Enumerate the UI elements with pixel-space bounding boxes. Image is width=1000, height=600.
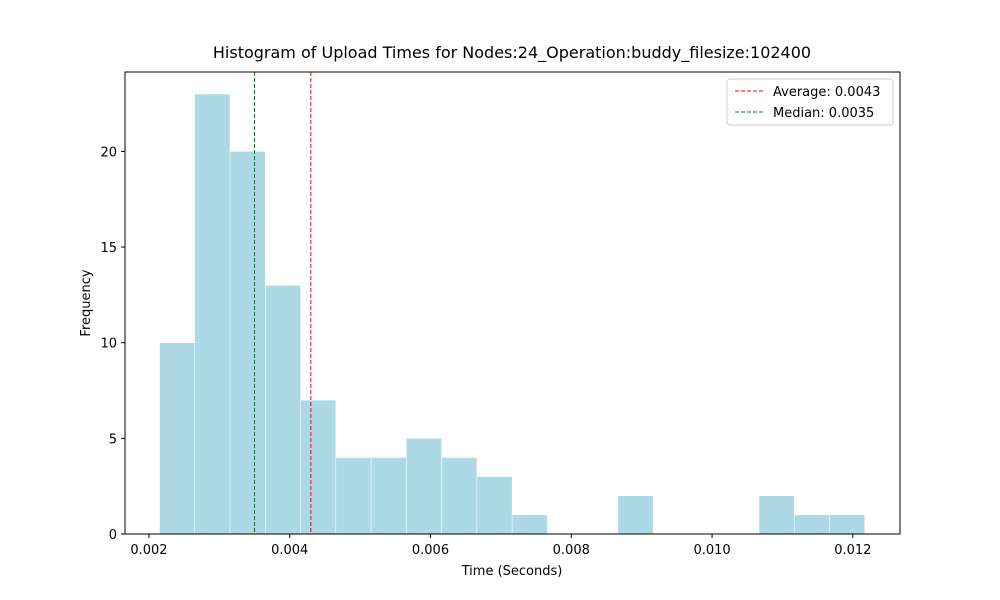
x-tick-label: 0.004 xyxy=(271,543,308,558)
bar xyxy=(441,457,478,535)
bar xyxy=(335,457,372,535)
legend-label: Average: 0.0043 xyxy=(773,85,880,100)
legend-box xyxy=(726,78,894,126)
bar xyxy=(829,514,866,535)
y-tick-label: 5 xyxy=(109,432,117,447)
bar xyxy=(300,399,337,535)
bar xyxy=(370,457,407,535)
y-tick-label: 20 xyxy=(100,145,117,160)
x-tick-label: 0.006 xyxy=(412,543,449,558)
x-tick-label: 0.008 xyxy=(553,543,590,558)
bar xyxy=(159,342,196,535)
bar xyxy=(265,285,301,535)
x-axis-label: Time (Seconds) xyxy=(461,564,563,579)
x-tick-label: 0.010 xyxy=(693,543,730,558)
bar xyxy=(476,476,513,535)
bar xyxy=(511,514,548,535)
bar xyxy=(794,514,830,535)
y-tick-label: 15 xyxy=(100,241,117,256)
y-axis-label: Frequency xyxy=(79,269,94,336)
bar xyxy=(617,495,654,535)
y-tick-label: 0 xyxy=(109,528,117,543)
bar xyxy=(229,151,266,535)
plot-frame xyxy=(124,71,901,535)
chart-title: Histogram of Upload Times for Nodes:24_O… xyxy=(213,43,811,63)
x-tick-label: 0.012 xyxy=(834,543,871,558)
bar xyxy=(758,495,795,535)
x-tick-label: 0.002 xyxy=(130,543,167,558)
y-tick-label: 10 xyxy=(100,337,117,352)
legend-label: Median: 0.0035 xyxy=(773,106,874,121)
bar xyxy=(194,93,231,535)
bar xyxy=(406,438,442,535)
